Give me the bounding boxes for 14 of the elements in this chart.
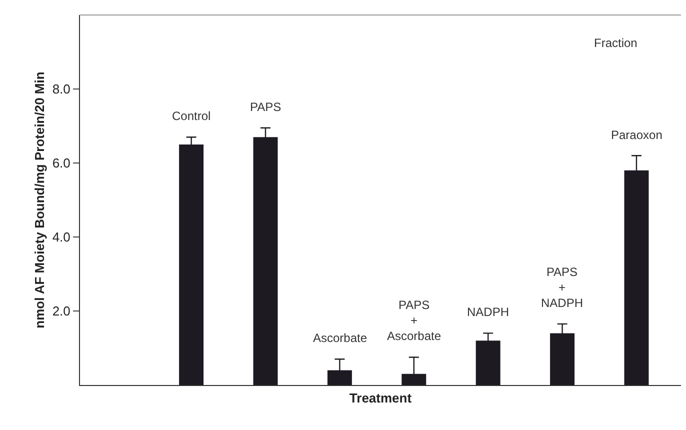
y-tick-label: 6.0 (52, 156, 70, 171)
text: Fraction (594, 36, 638, 50)
x-tick-label: Paraoxon (611, 128, 662, 142)
y-tick-label: 2.0 (52, 304, 70, 319)
y-tick-label: 8.0 (52, 82, 70, 97)
x-tick-label: NADPH (467, 305, 510, 319)
x-tick-label: PAPS (250, 100, 282, 114)
x-tick-label: PAPS + NADPH (541, 265, 584, 310)
y-axis-title: nmol AF Moiety Bound/mg Protein/20 Min (32, 72, 47, 328)
x-tick-label: Ascorbate (313, 331, 368, 345)
x-tick-label: PAPS + Ascorbate (387, 298, 442, 344)
x-axis-title: Treatment (349, 390, 412, 406)
x-tick-label: Control (172, 109, 211, 123)
y-tick-label: 4.0 (52, 230, 70, 245)
